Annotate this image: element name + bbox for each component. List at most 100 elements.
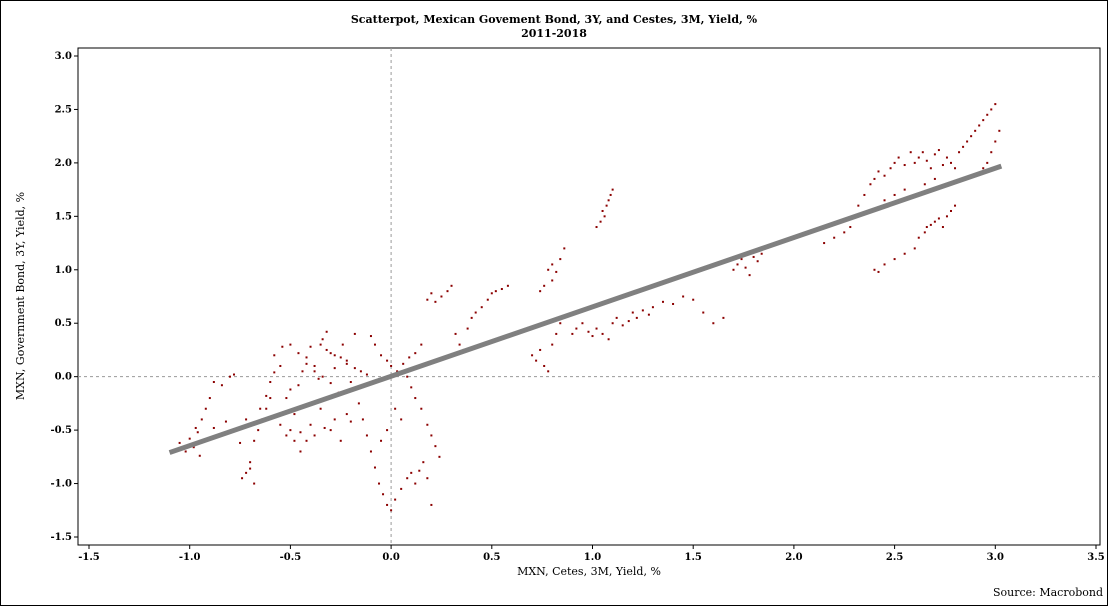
scatter-point: [627, 320, 630, 323]
scatter-point: [434, 300, 437, 303]
scatter-point: [369, 450, 372, 453]
scatter-point: [426, 423, 429, 426]
scatter-point: [426, 298, 429, 301]
scatter-point: [982, 119, 985, 122]
scatter-point: [609, 193, 612, 196]
scatter-point: [345, 359, 348, 362]
scatter-point: [897, 156, 900, 159]
scatter-point: [325, 330, 328, 333]
x-tick-label: 0.0: [382, 552, 399, 563]
scatter-point: [353, 332, 356, 335]
scatter-point: [883, 199, 886, 202]
scatter-point: [937, 217, 940, 220]
scatter-point: [313, 434, 316, 437]
scatter-point: [923, 183, 926, 186]
scatter-point: [329, 352, 332, 355]
scatter-point: [933, 220, 936, 223]
scatter-point: [414, 482, 417, 485]
scatter-point: [386, 359, 389, 362]
scatter-point: [873, 268, 876, 271]
scatter-point: [925, 159, 928, 162]
scatter-point: [192, 446, 195, 449]
scatter-point: [345, 413, 348, 416]
y-tick-label: 1.0: [55, 265, 72, 276]
scatter-point: [378, 482, 381, 485]
scatter-point: [297, 384, 300, 387]
scatter-point: [420, 407, 423, 410]
scatter-point: [893, 161, 896, 164]
scatter-point: [913, 161, 916, 164]
scatter-point: [998, 129, 1001, 132]
scatter-point: [357, 402, 360, 405]
scatter-point: [394, 407, 397, 410]
y-tick-label: 0.5: [55, 318, 72, 329]
scatter-point: [319, 407, 322, 410]
scatter-point: [323, 426, 326, 429]
scatter-point: [245, 418, 248, 421]
scatter-point: [285, 397, 288, 400]
scatter-point: [641, 309, 644, 312]
scatter-point: [241, 477, 244, 480]
scatter-point: [414, 397, 417, 400]
scatter-point: [760, 252, 763, 255]
scatter-point: [430, 292, 433, 295]
scatter-point: [752, 255, 755, 258]
scatter-point: [702, 311, 705, 314]
scatter-point: [712, 322, 715, 325]
plot-area: [77, 47, 1101, 546]
x-axis: -1.5 -1.0 -0.5 0.0 0.5 1.0 1.5 2.0 2.5 3.0 3.5: [78, 545, 1105, 563]
scatter-point: [333, 418, 336, 421]
scatter-point: [571, 332, 574, 335]
scatter-point: [933, 153, 936, 156]
scatter-point: [438, 455, 441, 458]
scatter-point: [420, 343, 423, 346]
scatter-point: [500, 288, 503, 291]
scatter-point: [373, 466, 376, 469]
scatter-point: [601, 332, 604, 335]
scatter-point: [309, 345, 312, 348]
scatter-point: [224, 420, 227, 423]
scatter-point: [599, 220, 602, 223]
scatter-point: [289, 388, 292, 391]
scatter-point: [440, 295, 443, 298]
scatter-point: [539, 290, 542, 293]
scatter-point: [591, 335, 594, 338]
scatter-point: [587, 330, 590, 333]
scatter-point: [253, 482, 256, 485]
scatter-point: [458, 343, 461, 346]
scatter-point: [756, 260, 759, 263]
scatter-point: [450, 284, 453, 287]
scatter-point: [321, 375, 324, 378]
scatter-point: [903, 164, 906, 167]
scatter-point: [253, 439, 256, 442]
scatter-point: [220, 384, 223, 387]
scatter-point: [299, 450, 302, 453]
scatter-point: [601, 209, 604, 212]
chart-subtitle: 2011-2018: [521, 27, 587, 40]
x-tick-label: 0.5: [483, 552, 500, 563]
scatter-point: [595, 327, 598, 330]
scatter-point: [408, 356, 411, 359]
scatter-point: [559, 322, 562, 325]
scatter-point: [259, 407, 262, 410]
scatter-point: [933, 177, 936, 180]
scatter-point: [305, 356, 308, 359]
scatter-point: [962, 145, 965, 148]
x-tick-label: 2.0: [785, 552, 802, 563]
scatter-point: [929, 167, 932, 170]
scatter-point: [329, 429, 332, 432]
scatter-point: [990, 108, 993, 111]
scatter-point: [559, 258, 562, 261]
scatter-point: [543, 284, 546, 287]
scatter-point: [257, 429, 260, 432]
scatter-point: [380, 354, 383, 357]
x-tick-label: 3.0: [987, 552, 1004, 563]
scatter-point: [245, 471, 248, 474]
scatter-point: [394, 498, 397, 501]
scatter-point: [297, 352, 300, 355]
y-tick-label: 3.0: [55, 51, 72, 62]
scatter-point: [198, 454, 201, 457]
scatter-point: [535, 359, 538, 362]
scatter-point: [547, 268, 550, 271]
scatter-point: [925, 226, 928, 229]
